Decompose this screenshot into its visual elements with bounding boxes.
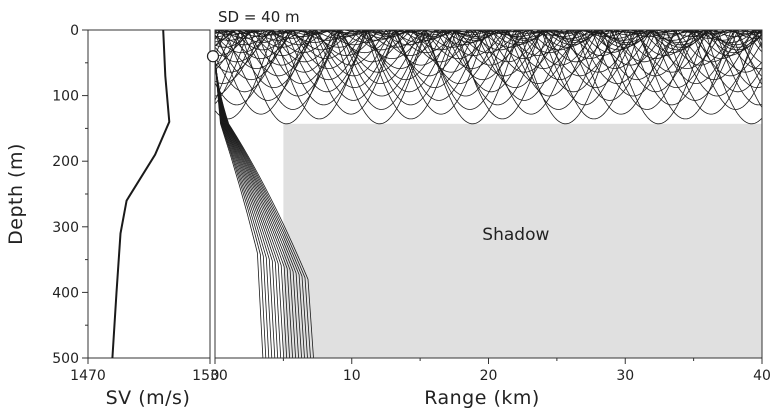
ray-trace-panel: 0 10 20 30 40 SD = 40 m Shadow Range (km) (206, 8, 771, 409)
ducted-ray (215, 30, 762, 101)
ducted-ray (215, 30, 762, 120)
sound-speed-panel: 0 100 200 300 400 500 1470 1530 SV (m/s) Depth… (5, 23, 228, 409)
source-depth-label: SD = 40 m (218, 8, 300, 26)
ducted-ray (215, 30, 762, 115)
escaping-ray (215, 56, 282, 358)
svp-x-tick-label: 1470 (70, 368, 106, 384)
y-axis-title: Depth (m) (5, 143, 27, 245)
y-tick-label: 300 (52, 220, 79, 236)
ray-x-axis-title: Range (km) (424, 387, 540, 409)
svp-x-tick-label: 1530 (192, 368, 228, 384)
ducted-ray (215, 30, 762, 73)
svp-plot-frame (87, 29, 211, 359)
ducted-ray (215, 30, 762, 81)
svp-x-ticks: 1470 1530 (70, 358, 228, 384)
ray-x-tick-label: 40 (753, 368, 771, 384)
ray-x-tick-label: 20 (480, 368, 498, 384)
ducted-ray (215, 30, 762, 106)
ducted-ray (215, 30, 762, 97)
source-marker (206, 50, 220, 63)
escaping-ray (215, 56, 314, 358)
ducted-ray (215, 30, 762, 59)
ray-paths (215, 30, 762, 358)
ducted-ray (215, 30, 762, 125)
y-tick-label: 400 (52, 285, 79, 301)
svp-x-axis-title: SV (m/s) (106, 387, 191, 409)
svp-y-ticks: 0 100 200 300 400 500 (52, 23, 88, 367)
ducted-ray (215, 30, 762, 84)
y-tick-label: 200 (52, 154, 79, 170)
ducted-ray (215, 30, 762, 88)
shadow-label: Shadow (482, 225, 549, 245)
ray-x-tick-label: 0 (211, 368, 220, 384)
ducted-ray (215, 30, 762, 110)
ray-x-tick-label: 10 (343, 368, 361, 384)
ducted-ray (215, 30, 762, 51)
ray-x-ticks: 0 10 20 30 40 (211, 358, 771, 384)
y-tick-label: 100 (52, 89, 79, 105)
ray-x-tick-label: 30 (616, 368, 634, 384)
y-tick-label: 0 (70, 23, 79, 39)
svp-profile-line (111, 29, 171, 359)
shadow-zone-area (283, 123, 762, 358)
y-tick-label: 500 (52, 351, 79, 367)
